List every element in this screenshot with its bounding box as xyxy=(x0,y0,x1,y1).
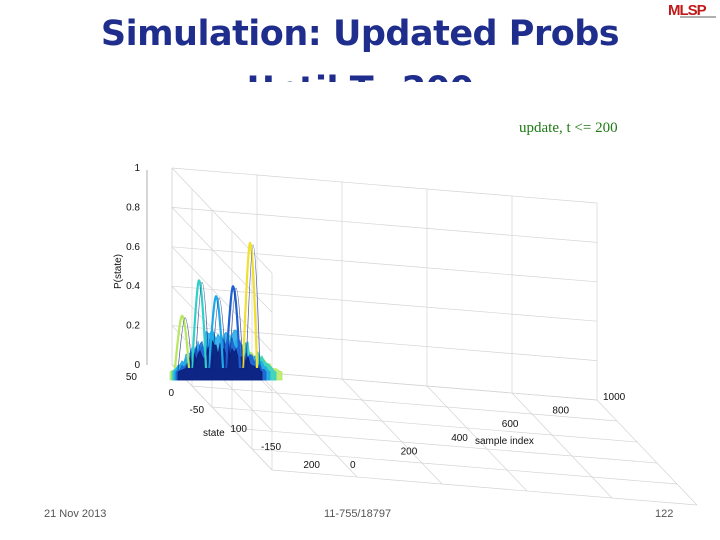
grid-line xyxy=(231,427,658,464)
footer-date: 21 Nov 2013 xyxy=(44,508,107,520)
state-tick-label: 50 xyxy=(126,372,138,383)
grid-line xyxy=(271,469,698,506)
grid-line xyxy=(171,325,598,361)
grid-line xyxy=(171,167,273,274)
state-axis-label: state xyxy=(203,428,225,439)
state-tick-label: 100 xyxy=(230,424,247,435)
surface-peak xyxy=(190,279,208,369)
footer-course-number: 11-755/18797 xyxy=(324,508,392,520)
surface-peak-edge xyxy=(228,287,244,371)
state-tick-label: -150 xyxy=(261,442,281,453)
probability-surface xyxy=(169,241,283,381)
surface-peak-edge xyxy=(211,297,227,371)
z-tick-label: 0.6 xyxy=(126,242,140,253)
grid-line xyxy=(211,406,638,443)
grid-line xyxy=(426,385,528,492)
grid-line xyxy=(171,207,598,243)
grid-line xyxy=(171,364,273,471)
surface-peak-edge xyxy=(194,281,210,371)
sample-tick-label: 600 xyxy=(502,419,519,430)
z-tick-label: 1 xyxy=(134,163,140,174)
surface-peak xyxy=(241,241,259,369)
surface-peak xyxy=(173,314,191,369)
surface-peak-edge xyxy=(177,317,193,371)
z-tick-label: 0.4 xyxy=(126,281,140,292)
grid-line xyxy=(596,399,698,506)
sample-tick-label: 400 xyxy=(451,433,468,444)
slide-title: Simulation: Updated Probs Until T=200 xyxy=(100,14,620,82)
chart-axis-labels: P(state) state sample index 0 0.2 0.4 0.6 0.… xyxy=(113,163,626,471)
z-tick-label: 0.2 xyxy=(126,321,140,332)
mlsp-logo-text: MLSP xyxy=(668,2,707,19)
footer-page-number: 122 xyxy=(655,508,674,520)
surface-peak xyxy=(207,294,225,369)
grid-line xyxy=(511,392,613,499)
z-tick-label: 0.8 xyxy=(126,202,140,213)
grid-line xyxy=(256,371,358,478)
sample-tick-label: 1000 xyxy=(603,392,626,403)
z-tick-label: 0 xyxy=(134,360,140,371)
surface-peak xyxy=(224,285,242,369)
surface-peak-edge xyxy=(245,244,261,371)
grid-line xyxy=(341,378,443,485)
sample-tick-label: 800 xyxy=(552,406,569,417)
grid-line xyxy=(191,385,618,422)
z-axis-label: P(state) xyxy=(113,254,124,289)
sample-tick-label: 200 xyxy=(401,446,418,457)
title-area: Simulation: Updated Probs Until T=200 xyxy=(0,0,720,82)
state-tick-label: 0 xyxy=(168,388,174,399)
mlsp-logo: MLSP xyxy=(664,2,718,22)
logo-tagline-mark xyxy=(680,16,716,18)
grid-line xyxy=(171,207,273,313)
state-tick-label: -50 xyxy=(190,405,205,416)
chart-title: update, t <= 200 xyxy=(519,120,618,136)
grid-line xyxy=(171,246,598,283)
sample-tick-label: 0 xyxy=(350,460,356,471)
grid-line xyxy=(171,167,598,204)
sample-axis-label: sample index xyxy=(475,436,534,447)
grid-line xyxy=(171,285,598,322)
grid-line xyxy=(251,448,678,485)
state-tick-label: 200 xyxy=(303,460,320,471)
